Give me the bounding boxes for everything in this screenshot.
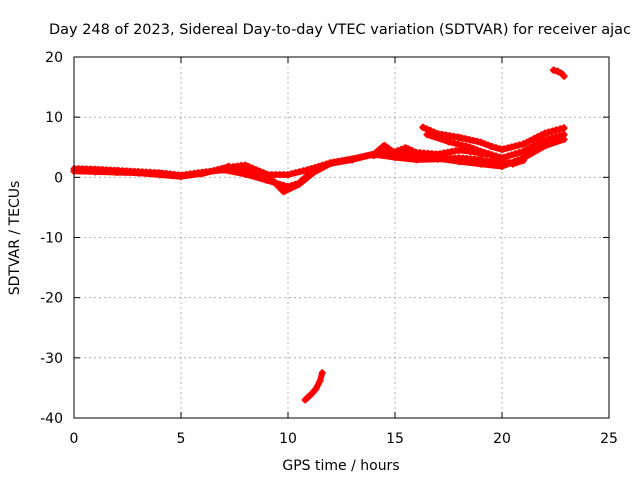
data-point — [391, 148, 399, 156]
data-point — [241, 167, 249, 175]
chart-title: Day 248 of 2023, Sidereal Day-to-day VTE… — [49, 22, 631, 38]
data-point — [316, 377, 324, 385]
data-point — [455, 146, 463, 154]
data-point — [498, 157, 506, 165]
x-tick-label: 5 — [177, 431, 186, 447]
data-point — [487, 143, 495, 151]
y-tick-label: -40 — [40, 411, 63, 427]
data-point — [434, 150, 442, 158]
data-point — [412, 149, 420, 157]
data-point — [509, 160, 517, 168]
data-point — [318, 369, 326, 377]
data-point — [134, 169, 142, 177]
data-point — [156, 171, 164, 179]
data-point — [280, 188, 288, 196]
data-point — [419, 123, 427, 131]
data-point — [455, 155, 463, 163]
axis-ticks: 0 5 10 15 20 25 -40 -30 -20 -10 0 10 20 — [40, 50, 618, 447]
y-tick-label: -20 — [40, 291, 63, 307]
series-line — [225, 142, 473, 178]
data-point — [549, 66, 557, 74]
data-point — [560, 124, 568, 132]
data-point — [263, 171, 271, 179]
data-point — [308, 390, 316, 398]
data-point — [487, 151, 495, 159]
data-point — [519, 156, 527, 164]
data-point — [177, 173, 185, 181]
data-point — [301, 396, 309, 404]
y-tick-label: 10 — [45, 110, 63, 126]
y-axis-label: SDTVAR / TECUs — [7, 181, 23, 296]
data-point — [554, 67, 562, 75]
x-tick-label: 15 — [386, 431, 404, 447]
x-tick-label: 0 — [70, 431, 79, 447]
y-tick-label: -10 — [40, 231, 63, 247]
series-track-h — [549, 66, 568, 80]
y-tick-label: 20 — [45, 50, 63, 66]
data-point — [327, 159, 335, 167]
data-point — [541, 136, 549, 144]
series-track-f — [370, 144, 527, 168]
data-point — [423, 131, 431, 139]
data-point — [498, 146, 506, 154]
data-point — [370, 152, 378, 160]
grid-lines — [74, 57, 609, 418]
series-track-g — [301, 369, 326, 404]
data-point — [224, 163, 232, 171]
data-point — [477, 149, 485, 157]
x-tick-label: 10 — [279, 431, 297, 447]
data-point — [305, 166, 313, 174]
data-point — [113, 169, 121, 177]
y-tick-label: 0 — [54, 170, 63, 186]
series-track-c — [224, 141, 474, 179]
data-point — [519, 140, 527, 148]
x-tick-label: 20 — [493, 431, 511, 447]
data-point — [380, 141, 388, 149]
data-point — [445, 138, 452, 146]
data-point — [455, 134, 463, 142]
data-point — [541, 129, 549, 137]
data-point — [477, 138, 485, 146]
data-point — [477, 156, 485, 164]
data-point — [466, 158, 474, 166]
data-point — [241, 161, 249, 169]
data-point — [560, 131, 568, 139]
data-point — [402, 144, 410, 152]
data-point — [519, 147, 527, 155]
series-line-texture — [304, 369, 323, 398]
data-series — [70, 66, 568, 404]
data-point — [466, 147, 474, 155]
y-tick-label: -30 — [40, 351, 63, 367]
data-point — [284, 171, 292, 179]
data-point — [198, 170, 206, 178]
data-point — [91, 168, 99, 176]
data-point — [312, 385, 320, 393]
data-point — [348, 155, 356, 163]
x-axis-label: GPS time / hours — [282, 458, 399, 474]
data-point — [560, 72, 568, 80]
series-line-texture — [372, 144, 525, 162]
data-point — [541, 142, 549, 150]
data-point — [295, 181, 303, 189]
x-tick-label: 25 — [600, 431, 618, 447]
